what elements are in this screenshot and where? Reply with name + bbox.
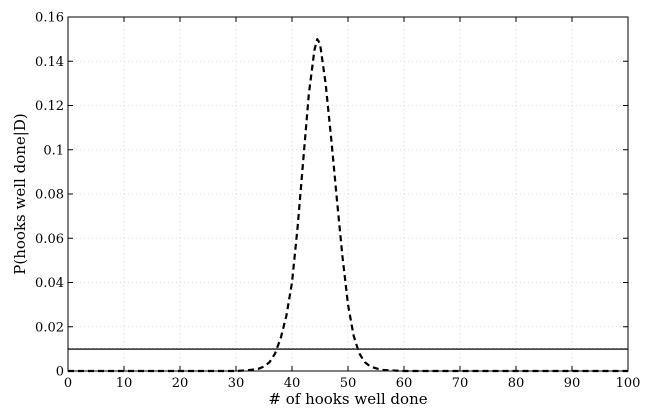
y-axis-title: P(hooks well done|D)	[11, 113, 29, 274]
x-tick-label-0: 0	[64, 376, 72, 391]
x-tick-label-100: 100	[616, 376, 641, 391]
y-tick-label-6: 0.12	[35, 99, 64, 114]
x-tick-label-30: 30	[228, 376, 245, 391]
y-tick-label-4: 0.08	[35, 188, 64, 203]
y-tick-label-1: 0.02	[35, 320, 64, 335]
y-tick-label-2: 0.04	[35, 276, 64, 291]
series-layer	[68, 38, 628, 373]
x-tick-label-10: 10	[116, 376, 133, 391]
series-line-0-dashed	[68, 38, 628, 373]
y-tick-label-0: 0	[56, 365, 64, 380]
x-tick-label-70: 70	[452, 376, 469, 391]
x-tick-label-40: 40	[284, 376, 301, 391]
y-tick-label-5: 0.1	[43, 143, 64, 158]
tick-layer: 0 10 20 30 40 50 60 70 80 90 100 0 0.02 0.04 0.06 0.08 0…	[35, 11, 640, 392]
x-tick-label-90: 90	[564, 376, 581, 391]
x-tick-label-60: 60	[396, 376, 413, 391]
x-tick-label-20: 20	[172, 376, 189, 391]
y-tick-label-8: 0.16	[35, 11, 64, 26]
x-tick-label-80: 80	[508, 376, 525, 391]
y-tick-label-3: 0.06	[35, 232, 64, 247]
x-axis-title: # of hooks well done	[268, 390, 427, 408]
grid-layer	[68, 17, 628, 371]
y-tick-label-7: 0.14	[35, 55, 64, 70]
x-tick-label-50: 50	[340, 376, 357, 391]
